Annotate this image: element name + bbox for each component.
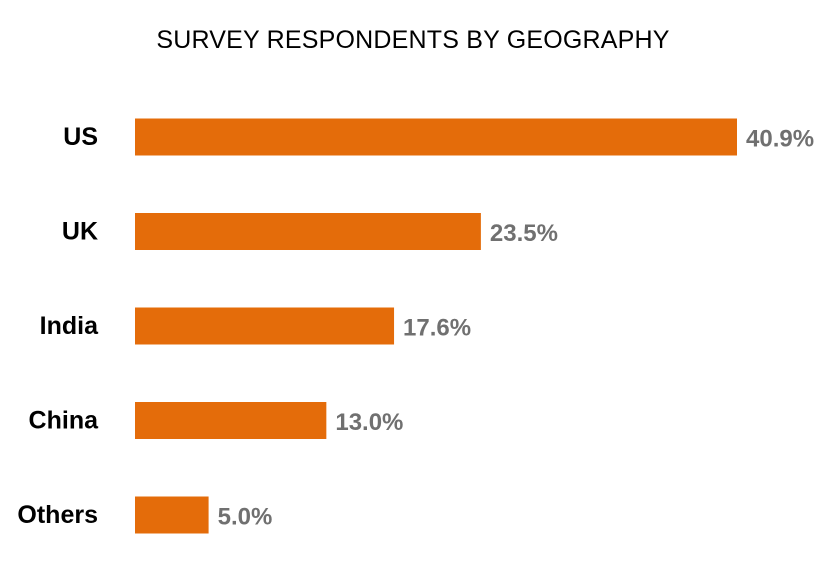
value-labels-layer: 40.9% 23.5% 17.6% 13.0% 5.0% (218, 126, 814, 531)
bar-others (135, 496, 209, 534)
bar-india (135, 307, 395, 345)
value-label-china: 13.0% (335, 409, 403, 436)
chart-title: SURVEY RESPONDENTS BY GEOGRAPHY (156, 26, 670, 54)
value-label-uk: 23.5% (490, 220, 558, 247)
category-label-us: US (63, 123, 98, 151)
value-label-others: 5.0% (218, 504, 273, 531)
bar-us (135, 118, 737, 156)
category-label-china: China (29, 407, 100, 435)
category-label-india: India (40, 312, 99, 340)
category-label-others: Others (17, 501, 98, 529)
value-label-us: 40.9% (746, 126, 814, 153)
category-labels-layer: US UK India China Others (17, 123, 99, 529)
category-label-uk: UK (62, 218, 98, 246)
bar-china (135, 402, 327, 439)
bars-layer (135, 118, 737, 534)
value-label-india: 17.6% (403, 315, 471, 342)
bar-uk (135, 213, 481, 250)
